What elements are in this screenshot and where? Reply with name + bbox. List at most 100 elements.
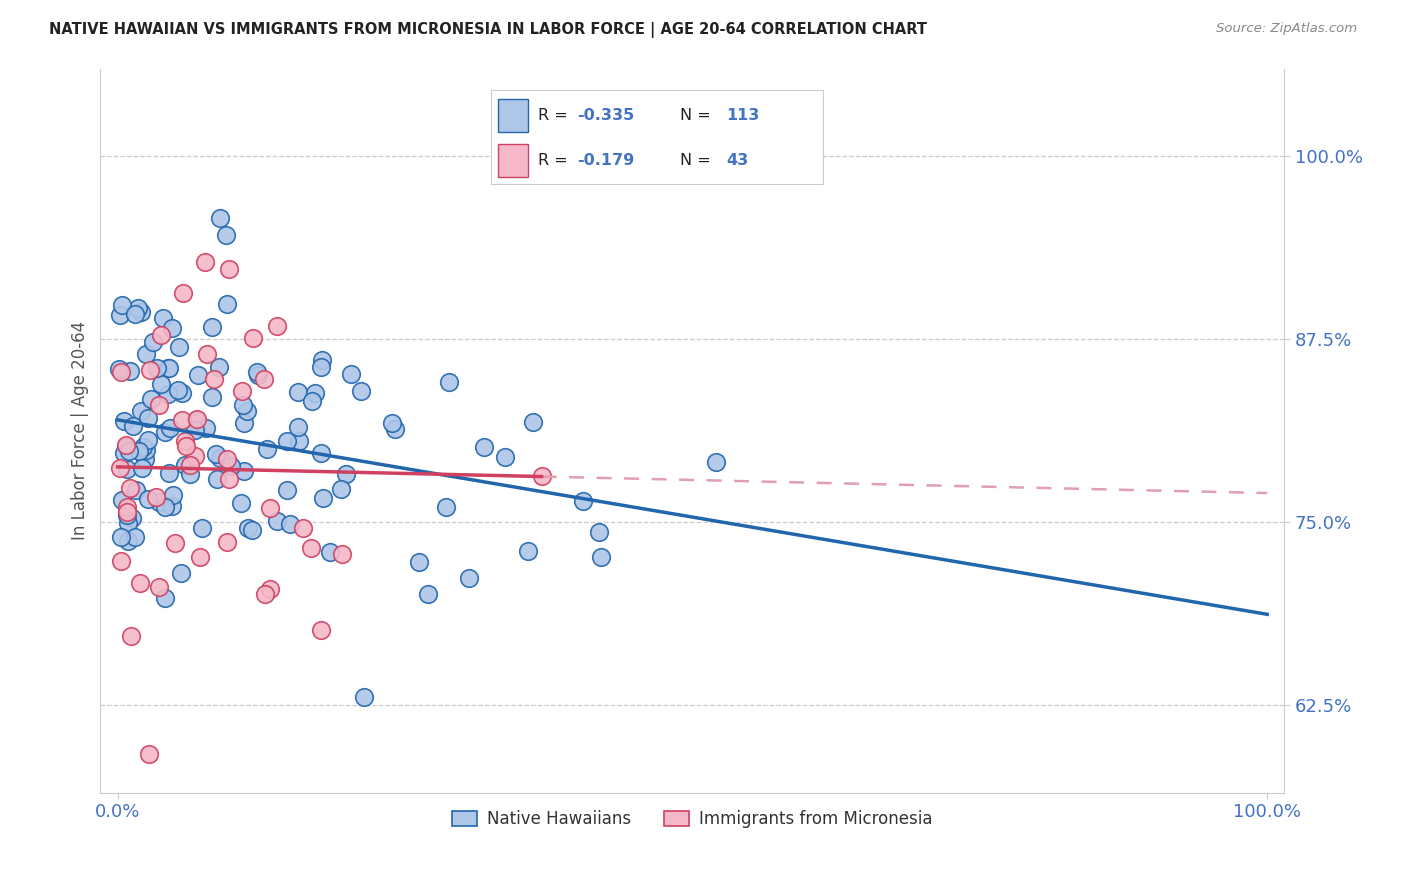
Native Hawaiians (124, 530, 146, 544)
Immigrants from Micronesia (299, 541, 322, 555)
Native Hawaiians (135, 443, 157, 458)
Native Hawaiians (167, 340, 190, 354)
Immigrants from Micronesia (202, 372, 225, 386)
Native Hawaiians (437, 376, 460, 390)
Native Hawaiians (115, 508, 138, 523)
Native Hawaiians (288, 434, 311, 449)
Native Hawaiians (588, 525, 610, 540)
Native Hawaiians (174, 458, 197, 472)
Native Hawaiians (160, 320, 183, 334)
Native Hawaiians (494, 450, 516, 464)
Immigrants from Micronesia (218, 472, 240, 486)
Immigrants from Micronesia (195, 347, 218, 361)
Immigrants from Micronesia (121, 629, 143, 643)
Immigrants from Micronesia (253, 587, 276, 601)
Native Hawaiians (231, 496, 253, 510)
Native Hawaiians (214, 228, 236, 243)
Native Hawaiians (129, 403, 152, 417)
Native Hawaiians (127, 301, 149, 316)
Native Hawaiians (117, 534, 139, 549)
Native Hawaiians (309, 360, 332, 375)
Native Hawaiians (194, 421, 217, 435)
Immigrants from Micronesia (149, 327, 172, 342)
Native Hawaiians (117, 516, 139, 530)
Native Hawaiians (472, 440, 495, 454)
Immigrants from Micronesia (172, 285, 194, 300)
Native Hawaiians (235, 403, 257, 417)
Native Hawaiians (156, 387, 179, 401)
Native Hawaiians (135, 347, 157, 361)
Native Hawaiians (142, 334, 165, 349)
Native Hawaiians (121, 511, 143, 525)
Native Hawaiians (304, 386, 326, 401)
Native Hawaiians (153, 500, 176, 515)
Native Hawaiians (169, 566, 191, 580)
Immigrants from Micronesia (266, 318, 288, 333)
Immigrants from Micronesia (120, 481, 142, 495)
Native Hawaiians (124, 483, 146, 498)
Immigrants from Micronesia (218, 262, 240, 277)
Immigrants from Micronesia (253, 372, 276, 386)
Immigrants from Micronesia (179, 458, 201, 472)
Native Hawaiians (179, 467, 201, 482)
Immigrants from Micronesia (174, 439, 197, 453)
Native Hawaiians (111, 297, 134, 311)
Native Hawaiians (115, 462, 138, 476)
Immigrants from Micronesia (110, 554, 132, 568)
Native Hawaiians (522, 415, 544, 429)
Native Hawaiians (353, 690, 375, 705)
Native Hawaiians (350, 384, 373, 398)
Native Hawaiians (132, 440, 155, 454)
Native Hawaiians (434, 500, 457, 515)
Native Hawaiians (200, 390, 222, 404)
Native Hawaiians (122, 419, 145, 434)
Native Hawaiians (136, 433, 159, 447)
Native Hawaiians (571, 494, 593, 508)
Native Hawaiians (136, 411, 159, 425)
Immigrants from Micronesia (165, 536, 187, 550)
Native Hawaiians (131, 460, 153, 475)
Native Hawaiians (319, 544, 342, 558)
Native Hawaiians (187, 368, 209, 382)
Native Hawaiians (204, 447, 226, 461)
Native Hawaiians (148, 495, 170, 509)
Native Hawaiians (589, 550, 612, 565)
Native Hawaiians (107, 362, 129, 376)
Native Hawaiians (134, 451, 156, 466)
Native Hawaiians (129, 304, 152, 318)
Native Hawaiians (330, 483, 353, 497)
Native Hawaiians (117, 443, 139, 458)
Y-axis label: In Labor Force | Age 20-64: In Labor Force | Age 20-64 (72, 321, 89, 541)
Immigrants from Micronesia (148, 399, 170, 413)
Native Hawaiians (276, 483, 298, 497)
Native Hawaiians (301, 394, 323, 409)
Native Hawaiians (256, 442, 278, 456)
Native Hawaiians (215, 297, 238, 311)
Native Hawaiians (208, 360, 231, 375)
Immigrants from Micronesia (332, 547, 354, 561)
Native Hawaiians (139, 392, 162, 406)
Native Hawaiians (233, 464, 256, 478)
Native Hawaiians (110, 308, 132, 322)
Native Hawaiians (311, 353, 333, 368)
Native Hawaiians (205, 472, 228, 486)
Immigrants from Micronesia (188, 550, 211, 565)
Native Hawaiians (112, 446, 135, 460)
Native Hawaiians (115, 440, 138, 454)
Native Hawaiians (381, 417, 404, 431)
Immigrants from Micronesia (217, 451, 239, 466)
Native Hawaiians (111, 493, 134, 508)
Native Hawaiians (704, 455, 727, 469)
Native Hawaiians (136, 491, 159, 506)
Native Hawaiians (159, 421, 181, 435)
Native Hawaiians (287, 384, 309, 399)
Immigrants from Micronesia (217, 534, 239, 549)
Native Hawaiians (120, 364, 142, 378)
Native Hawaiians (219, 459, 242, 474)
Immigrants from Micronesia (145, 491, 167, 505)
Native Hawaiians (458, 571, 481, 585)
Native Hawaiians (276, 434, 298, 448)
Immigrants from Micronesia (110, 365, 132, 379)
Native Hawaiians (278, 516, 301, 531)
Native Hawaiians (309, 446, 332, 460)
